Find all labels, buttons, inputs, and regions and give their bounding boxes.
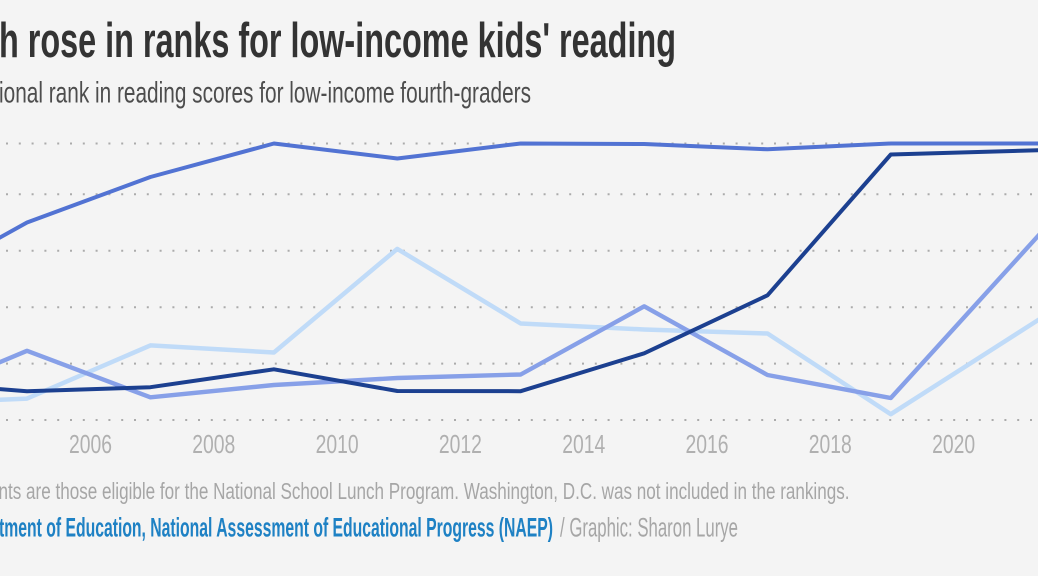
svg-text:h rose in ranks for low-income: h rose in ranks for low-income kids' rea…	[0, 13, 676, 68]
svg-text:2012: 2012	[439, 431, 482, 459]
svg-text:ional rank in reading scores f: ional rank in reading scores for low-inc…	[0, 76, 531, 109]
svg-text:/ Graphic: Sharon Lurye: / Graphic: Sharon Lurye	[560, 513, 738, 543]
svg-text:2018: 2018	[809, 431, 852, 459]
svg-text:2010: 2010	[316, 431, 359, 459]
svg-text:tment of Education, National A: tment of Education, National Assessment …	[0, 513, 553, 543]
svg-text:2006: 2006	[69, 431, 112, 459]
svg-text:2008: 2008	[192, 431, 235, 459]
svg-text:2014: 2014	[562, 431, 605, 459]
svg-text:nts are those eligible for the: nts are those eligible for the National …	[0, 478, 850, 504]
svg-text:2016: 2016	[686, 431, 729, 459]
svg-text:2020: 2020	[932, 431, 975, 459]
